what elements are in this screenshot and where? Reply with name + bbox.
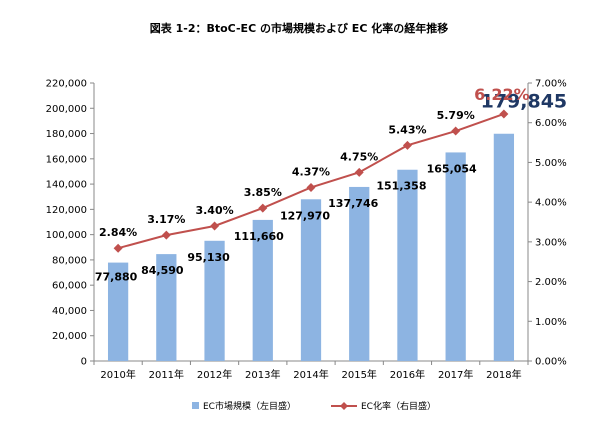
line-value-label: 2.84%	[99, 226, 137, 239]
left-tick-label: 60,000	[52, 281, 87, 292]
x-tick-label: 2013年	[245, 368, 280, 381]
right-tick-label: 2.00%	[535, 277, 567, 288]
left-tick-label: 40,000	[52, 306, 87, 317]
line-point	[451, 126, 461, 136]
bar-value-label: 179,845	[481, 91, 568, 113]
x-tick-label: 2017年	[438, 368, 473, 381]
left-tick-label: 140,000	[46, 180, 87, 191]
line-value-label: 3.17%	[147, 213, 185, 226]
bar-value-label: 111,660	[234, 230, 284, 243]
line-layer	[113, 109, 509, 253]
line-value-label: 3.40%	[195, 204, 233, 217]
legend: EC市場規模（左目盛） EC化率（右目盛）	[192, 400, 436, 412]
left-tick-label: 180,000	[46, 129, 87, 140]
line-value-label: 4.75%	[340, 150, 378, 163]
bar	[349, 186, 370, 361]
left-tick-label: 100,000	[46, 230, 87, 241]
x-tick-label: 2016年	[390, 368, 425, 381]
bar	[204, 240, 225, 361]
right-tick-label: 1.00%	[535, 317, 567, 328]
bar	[493, 133, 515, 361]
left-tick-label: 200,000	[46, 104, 87, 115]
left-tick-label: 0	[81, 357, 87, 368]
line-point	[210, 221, 220, 231]
x-tick-label: 2012年	[197, 368, 232, 381]
bar-value-label: 137,746	[328, 197, 378, 210]
bar-value-label: 151,358	[376, 180, 426, 193]
bar	[107, 262, 129, 361]
bar	[252, 219, 273, 361]
x-tick-label: 2014年	[293, 368, 328, 381]
right-tick-label: 5.00%	[535, 158, 567, 169]
right-tick-label: 0.00%	[535, 357, 567, 368]
legend-bar-swatch	[192, 402, 199, 409]
x-tick-label: 2018年	[486, 368, 521, 381]
line-value-label: 6.22%	[474, 85, 530, 104]
line-point	[161, 230, 171, 240]
line-value-label: 4.37%	[292, 165, 330, 178]
legend-bar-label: EC市場規模（左目盛）	[203, 400, 296, 412]
bars-layer	[107, 133, 515, 361]
bar-value-label: 95,130	[187, 251, 230, 264]
line-point	[354, 167, 364, 177]
bar	[156, 254, 177, 361]
left-tick-label: 80,000	[52, 255, 87, 266]
right-tick-label: 3.00%	[535, 237, 567, 248]
line-point	[306, 182, 316, 192]
line-value-label: 5.79%	[437, 109, 475, 122]
left-tick-label: 220,000	[46, 79, 87, 90]
line-value-label: 5.43%	[388, 123, 426, 136]
bar-value-label: 127,970	[280, 209, 330, 222]
bar	[445, 152, 466, 361]
line-value-label: 3.85%	[244, 186, 282, 199]
bar	[397, 169, 418, 361]
left-tick-label: 20,000	[52, 331, 87, 342]
bar-value-label: 165,054	[427, 162, 477, 175]
right-tick-label: 6.00%	[535, 118, 567, 129]
bar-value-label: 77,880	[95, 271, 138, 284]
line-point	[402, 140, 412, 150]
x-tick-label: 2011年	[149, 368, 184, 381]
legend-line-marker	[340, 402, 348, 410]
left-tick-label: 120,000	[46, 205, 87, 216]
bar	[300, 199, 322, 361]
line-point	[258, 203, 268, 213]
left-tick-label: 160,000	[46, 154, 87, 165]
x-tick-label: 2015年	[341, 368, 376, 381]
right-tick-label: 4.00%	[535, 198, 567, 209]
line-point	[499, 109, 509, 119]
axes-layer: 0 20,000 40,000 60,000 80,000 100,000 120,000 1…	[46, 79, 567, 382]
chart-title: 図表 1-2：BtoC-EC の市場規模および EC 化率の経年推移	[150, 21, 448, 35]
line-point	[113, 243, 123, 253]
bar-value-label: 84,590	[141, 264, 184, 277]
legend-line-label: EC化率（右目盛）	[361, 400, 436, 412]
right-tick-label: 7.00%	[535, 79, 567, 90]
x-tick-label: 2010年	[100, 368, 135, 381]
